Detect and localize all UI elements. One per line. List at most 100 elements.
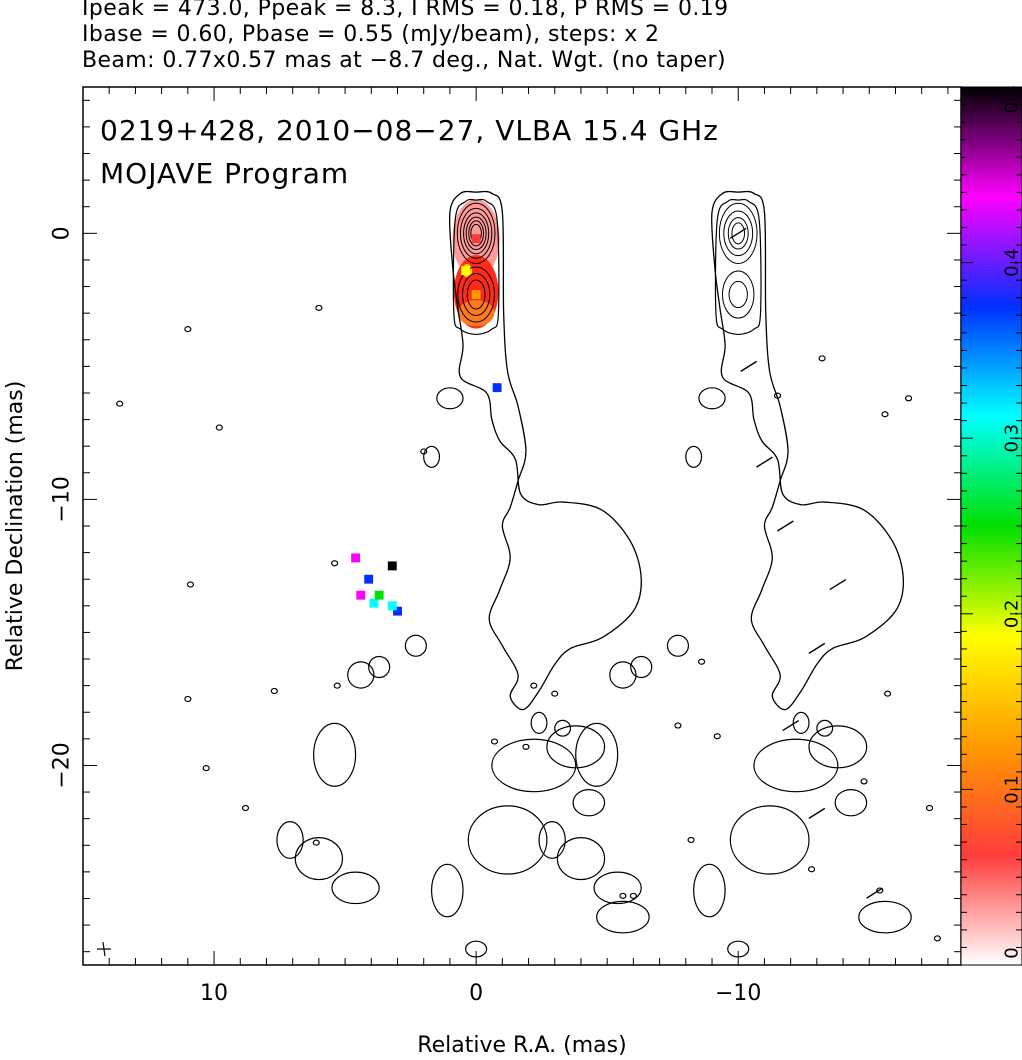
- panel-polarization-vectors: [116, 190, 941, 958]
- colorbar-tick-label: 0.1: [1002, 775, 1022, 804]
- panel-total-intensity: [116, 190, 941, 958]
- evpa-tick: [808, 807, 826, 819]
- noise-contour: [818, 355, 826, 362]
- x-tick-label: −10: [715, 981, 761, 1006]
- pol-pixel: [393, 606, 402, 616]
- colorbar-tick-label: 0.3: [1002, 424, 1022, 453]
- contour-blob: [331, 871, 380, 905]
- noise-contour: [629, 892, 637, 899]
- header-line-2: Ibase = 0.60, Pbase = 0.55 (mJy/beam), s…: [82, 22, 660, 47]
- contour-blob: [808, 725, 868, 769]
- pol-pixel: [387, 561, 397, 571]
- axis-ticks: [82, 87, 961, 965]
- contour-blob: [834, 788, 868, 817]
- contour-blob: [404, 634, 427, 657]
- pol-pixel: [471, 290, 481, 299]
- contour-blob: [609, 661, 637, 689]
- noise-contour: [551, 690, 559, 697]
- contour-blob: [347, 661, 375, 689]
- plot-frame: [82, 86, 962, 966]
- noise-contour: [490, 738, 498, 745]
- knot-edge-fill: [457, 300, 495, 327]
- pol-pixel: [351, 553, 361, 563]
- contour-core: [731, 222, 746, 245]
- contour-blob: [729, 805, 810, 875]
- header-line-3: Beam: 0.77x0.57 mas at −8.7 deg., Nat. W…: [82, 48, 726, 73]
- contour-core: [723, 210, 754, 257]
- colorbar-tick-label: 0: [1002, 947, 1022, 958]
- noise-contour: [315, 304, 323, 311]
- contour-blob: [294, 837, 344, 881]
- pol-pixel: [356, 590, 366, 600]
- evpa-tick: [829, 578, 847, 591]
- pol-pixel: [492, 383, 502, 393]
- noise-contour: [241, 805, 249, 812]
- evpa-tick: [729, 227, 747, 239]
- noise-contour: [674, 722, 682, 729]
- beam-marker: [102, 941, 106, 957]
- contour-core: [468, 220, 484, 247]
- contour-knot: [457, 266, 495, 323]
- tick-labels: 10 0 −10 0 −10 −20: [50, 226, 762, 1006]
- contour-blob: [423, 445, 441, 468]
- noise-contour: [876, 887, 884, 894]
- evpa-tick: [777, 520, 794, 532]
- noise-contour: [687, 836, 695, 843]
- noise-contour: [860, 778, 868, 785]
- pol-pixel: [364, 574, 374, 584]
- contour-blob: [858, 900, 912, 934]
- noise-contour: [774, 392, 782, 399]
- evpa-tick: [782, 719, 800, 732]
- contour-blob: [816, 719, 834, 737]
- y-tick-label: 0: [50, 226, 75, 240]
- contour-blob: [276, 821, 304, 859]
- contour-blob: [538, 821, 566, 859]
- noise-contour: [522, 743, 530, 750]
- noise-contour: [186, 581, 194, 588]
- y-tick-label: −10: [50, 476, 75, 522]
- contour-blob: [530, 711, 548, 734]
- evpa-tick: [756, 456, 773, 468]
- noise-contour: [202, 765, 210, 772]
- noise-contour: [698, 658, 706, 665]
- contour-core: [459, 207, 493, 259]
- contour-blob: [575, 722, 619, 787]
- contour-blob: [313, 722, 357, 787]
- contour-core: [727, 217, 749, 250]
- contour-blob: [693, 863, 726, 918]
- noise-contour: [808, 866, 816, 873]
- colorbar: 0 0.1 0.2 0.3 0.4 0.5: [960, 85, 1022, 966]
- pol-pixel: [471, 234, 481, 244]
- contour-blob: [630, 655, 653, 679]
- noise-contour: [933, 935, 941, 942]
- noise-contour: [713, 733, 721, 740]
- colorbar-tick-label: 0.5: [1002, 85, 1022, 114]
- noise-contour: [530, 682, 538, 689]
- map-content: [96, 190, 941, 958]
- x-axis-label: Relative R.A. (mas): [417, 1033, 626, 1058]
- noise-contour: [215, 424, 223, 431]
- y-tick-label: −20: [50, 742, 75, 788]
- noise-contour: [881, 411, 889, 418]
- contour-blob: [596, 900, 650, 934]
- contour-inner: [452, 198, 500, 336]
- noise-contour: [184, 695, 192, 702]
- contour-blob: [465, 940, 488, 958]
- noise-contour: [312, 839, 320, 846]
- pol-pixel: [387, 601, 397, 611]
- contour-core: [465, 216, 487, 251]
- contour-outer: [711, 190, 905, 711]
- contour-blob: [491, 738, 577, 793]
- contour-blob: [753, 738, 839, 793]
- contour-blob: [546, 725, 606, 769]
- noise-contour: [420, 448, 428, 455]
- contour-blob: [685, 445, 703, 468]
- colorbar-tick-label: 0.4: [1002, 248, 1022, 277]
- contour-core: [463, 212, 490, 255]
- noise-contour: [116, 400, 124, 407]
- noise-contour: [619, 892, 627, 899]
- header-line-1: Ipeak = 473.0, Ppeak = 8.3, I RMS = 0.18…: [82, 0, 729, 21]
- evpa-tick: [866, 887, 883, 899]
- contour-core: [718, 202, 758, 264]
